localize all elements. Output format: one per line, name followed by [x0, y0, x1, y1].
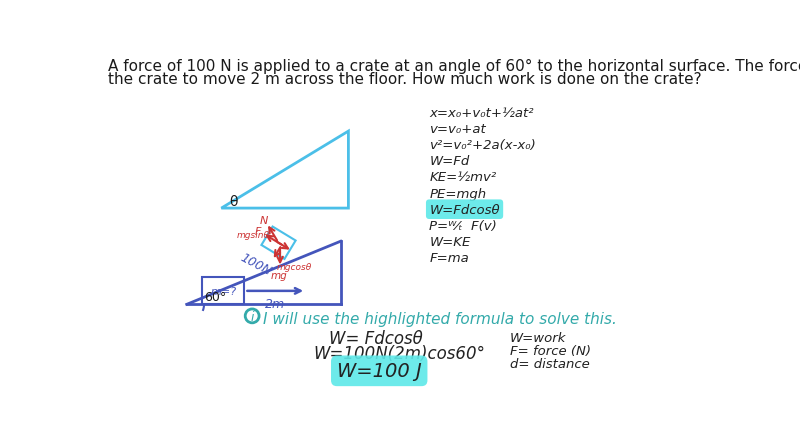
Text: 60°: 60° — [204, 291, 226, 303]
Text: KE=½mv²: KE=½mv² — [430, 171, 497, 184]
Text: i: i — [250, 311, 254, 323]
Text: F: F — [254, 226, 261, 236]
Text: I will use the highlighted formula to solve this.: I will use the highlighted formula to so… — [263, 311, 617, 326]
Text: mgsinθ: mgsinθ — [237, 230, 270, 239]
Text: 2m: 2m — [265, 297, 286, 310]
Text: v²=v₀²+2a(x-x₀): v²=v₀²+2a(x-x₀) — [430, 139, 536, 152]
Text: W=100N(2m)cos60°: W=100N(2m)cos60° — [314, 345, 486, 363]
Text: W=KE: W=KE — [430, 236, 470, 248]
Text: x=x₀+v₀t+½at²: x=x₀+v₀t+½at² — [430, 106, 534, 119]
Text: d= distance: d= distance — [510, 357, 590, 370]
Text: mg: mg — [270, 271, 287, 281]
Text: N: N — [260, 216, 268, 226]
Text: F=ma: F=ma — [430, 252, 469, 265]
Text: m=?: m=? — [210, 286, 236, 296]
Text: mgcosθ: mgcosθ — [277, 262, 312, 271]
Text: W=Fdcosθ: W=Fdcosθ — [430, 203, 500, 216]
Text: W=100 J: W=100 J — [337, 362, 422, 380]
Text: W=Fd: W=Fd — [430, 155, 470, 168]
Text: W=work: W=work — [510, 331, 566, 344]
Text: F= force (N): F= force (N) — [510, 344, 591, 357]
Text: 100N: 100N — [238, 250, 274, 277]
Text: v=v₀+at: v=v₀+at — [430, 123, 486, 135]
Text: A force of 100 N is applied to a crate at an angle of 60° to the horizontal surf: A force of 100 N is applied to a crate a… — [108, 59, 800, 74]
Text: P=ᵂ⁄ₜ  F(v): P=ᵂ⁄ₜ F(v) — [430, 219, 497, 232]
Text: W= Fdcosθ: W= Fdcosθ — [329, 329, 423, 347]
Text: the crate to move 2 m across the floor. How much work is done on the crate?: the crate to move 2 m across the floor. … — [108, 72, 702, 87]
Text: PE=mgh: PE=mgh — [430, 187, 486, 200]
Text: θ: θ — [230, 195, 238, 209]
